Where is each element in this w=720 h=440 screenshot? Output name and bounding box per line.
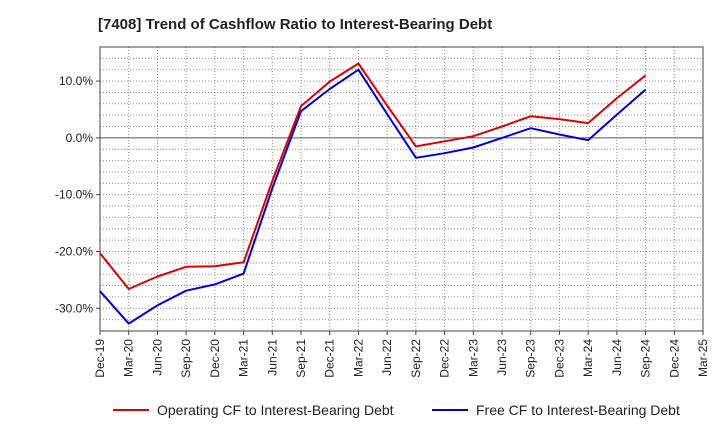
x-tick-label: Jun-23 (495, 339, 509, 376)
x-tick-label: Jun-21 (265, 339, 279, 376)
x-tick-label: Mar-22 (351, 339, 365, 377)
x-tick-label: Jun-22 (380, 339, 394, 376)
x-tick-label: Dec-24 (667, 339, 681, 378)
x-tick-label: Dec-22 (438, 339, 452, 378)
x-tick-label: Mar-23 (466, 339, 480, 377)
x-tick-label: Mar-25 (696, 339, 710, 377)
x-tick-label: Jun-24 (610, 339, 624, 376)
series-line-operating-cf (99, 62, 647, 290)
legend-label-operating-cf: Operating CF to Interest-Bearing Debt (157, 402, 394, 418)
legend-item-operating-cf: Operating CF to Interest-Bearing Debt (113, 402, 394, 418)
x-tick-label: Sep-22 (409, 339, 423, 378)
legend-label-free-cf: Free CF to Interest-Bearing Debt (476, 402, 680, 418)
x-tick-label: Mar-20 (122, 339, 136, 377)
x-tick-label: Dec-23 (552, 339, 566, 378)
x-tick-label: Dec-20 (208, 339, 222, 378)
x-tick-label: Dec-21 (323, 339, 337, 378)
x-tick-label: Mar-24 (581, 339, 595, 377)
legend-swatch-free-cf (432, 409, 468, 411)
series-line-free-cf (99, 68, 647, 325)
y-tick-label: -30.0% (55, 301, 93, 315)
x-tick-label: Mar-21 (237, 339, 251, 377)
x-tick-label: Sep-24 (639, 339, 653, 378)
x-tick-label: Dec-19 (93, 339, 107, 378)
x-tick-label: Sep-21 (294, 339, 308, 378)
plot-frame (99, 46, 704, 332)
y-tick-label: -10.0% (55, 188, 93, 202)
chart-title: [7408] Trend of Cashflow Ratio to Intere… (98, 16, 493, 33)
legend-item-free-cf: Free CF to Interest-Bearing Debt (432, 402, 680, 418)
y-tick-label: 10.0% (59, 74, 93, 88)
x-tick-label: Jun-20 (150, 339, 164, 376)
x-tick-label: Sep-20 (179, 339, 193, 378)
y-tick-label: -20.0% (55, 244, 93, 258)
legend-swatch-operating-cf (113, 409, 149, 411)
chart-legend: Operating CF to Interest-Bearing Debt Fr… (0, 402, 720, 426)
y-tick-label: 0.0% (66, 131, 94, 145)
x-tick-label: Sep-23 (524, 339, 538, 378)
